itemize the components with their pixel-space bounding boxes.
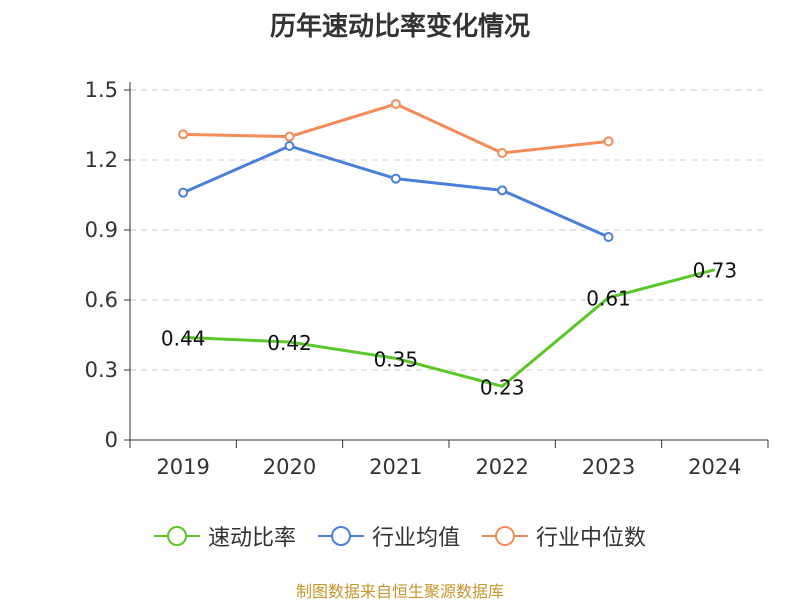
legend: 速动比率 行业均值 行业中位数 <box>0 520 800 552</box>
point-industry-mean <box>390 173 401 184</box>
grid-lines <box>130 89 768 371</box>
y-tick-label: 1.5 <box>85 78 118 102</box>
y-tick-label: 0.9 <box>85 218 118 242</box>
point-industry-median <box>390 99 401 109</box>
chart-title: 历年速动比率变化情况 <box>269 12 530 42</box>
point-industry-median <box>284 131 295 142</box>
legend-swatch-industry-mean <box>317 526 364 546</box>
axes: 0 0.3 0.6 0.9 1.2 1.5 2019 2020 2021 2022 2023 2024 <box>85 78 769 479</box>
x-tick-label: 2024 <box>688 455 741 479</box>
point-industry-mean <box>497 185 508 196</box>
point-industry-mean <box>178 187 189 198</box>
legend-label-quick-ratio: 速动比率 <box>207 526 296 551</box>
source-note: 制图数据来自恒生聚源数据库 <box>295 582 504 601</box>
y-tick-label: 0.6 <box>85 288 118 312</box>
point-industry-mean <box>284 141 295 151</box>
series-line-quick-ratio <box>183 268 716 388</box>
legend-item-industry-median[interactable]: 行业中位数 <box>482 520 646 552</box>
data-label: 0.35 <box>374 347 419 371</box>
point-industry-mean <box>603 232 614 242</box>
data-label: 0.61 <box>586 287 631 311</box>
data-label: 0.23 <box>480 375 525 399</box>
point-industry-median <box>603 136 614 147</box>
y-tick-label: 0 <box>105 428 118 452</box>
y-tick-label: 0.3 <box>85 358 118 382</box>
point-industry-median <box>178 129 189 140</box>
data-label: 0.44 <box>161 326 206 350</box>
legend-item-industry-mean[interactable]: 行业均值 <box>317 520 460 552</box>
data-label: 0.42 <box>267 331 312 355</box>
series-line-industry-median <box>183 102 609 155</box>
point-industry-median <box>497 148 508 158</box>
legend-item-quick-ratio[interactable]: 速动比率 <box>153 520 296 552</box>
y-tick-label: 1.2 <box>85 148 118 172</box>
x-tick-label: 2022 <box>475 455 528 479</box>
legend-label-industry-median: 行业中位数 <box>536 526 647 551</box>
x-tick-label: 2023 <box>582 455 635 479</box>
x-tick-label: 2020 <box>263 455 316 479</box>
x-tick-label: 2021 <box>369 455 422 479</box>
legend-swatch-quick-ratio <box>153 526 200 546</box>
series-lines <box>178 99 716 388</box>
data-labels: 0.44 0.42 0.35 0.23 0.61 0.73 <box>161 259 737 400</box>
legend-label-industry-mean: 行业均值 <box>371 526 460 551</box>
x-tick-label: 2019 <box>156 455 209 479</box>
data-label: 0.73 <box>693 259 738 283</box>
legend-swatch-industry-median <box>482 526 528 546</box>
